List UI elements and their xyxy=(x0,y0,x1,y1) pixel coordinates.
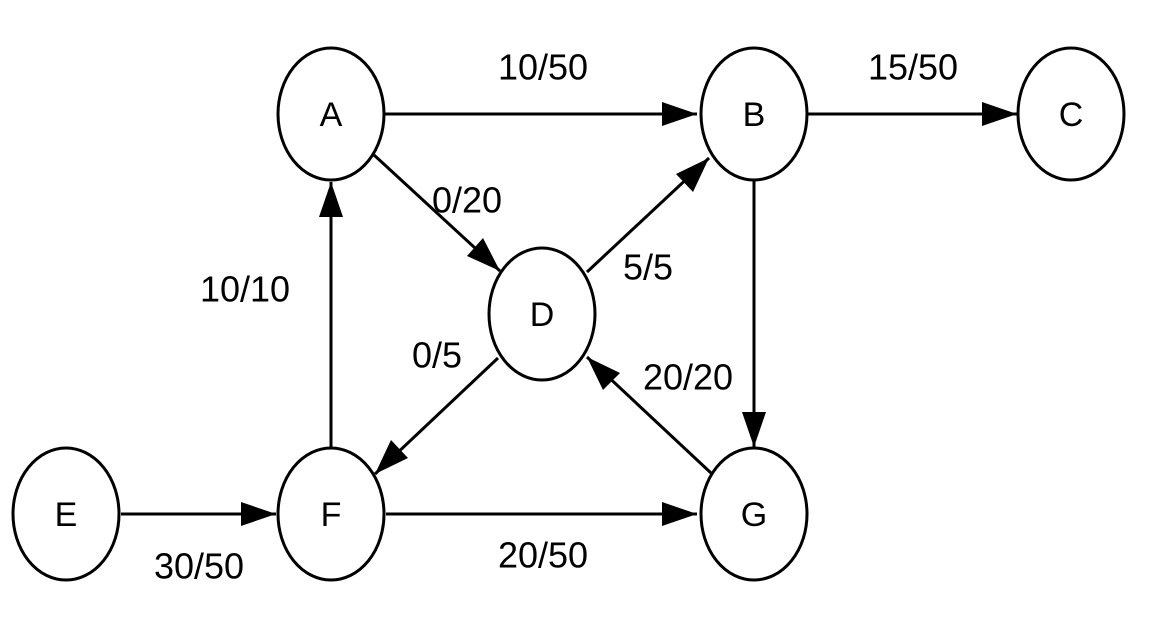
node-g-label: G xyxy=(741,496,767,534)
edge-label-a-to-d: 0/20 xyxy=(432,180,502,221)
node-f-label: F xyxy=(321,496,342,534)
node-d: D xyxy=(487,246,597,382)
arrowhead-b-to-c xyxy=(982,102,1017,126)
node-d-label: D xyxy=(530,296,555,334)
node-g: G xyxy=(699,446,809,582)
edge-label-f-to-g: 20/50 xyxy=(498,535,588,576)
edge-label-g-to-d: 20/20 xyxy=(643,357,733,398)
edge-label-f-to-a: 10/10 xyxy=(200,269,290,310)
arrowhead-f-to-g xyxy=(662,502,697,526)
arrowhead-a-to-b xyxy=(662,102,697,126)
node-c: C xyxy=(1016,46,1126,182)
node-b-label: B xyxy=(743,96,766,134)
arrowhead-d-to-f xyxy=(375,440,408,474)
edge-label-b-to-c: 15/50 xyxy=(868,47,958,88)
arrowhead-e-to-f xyxy=(241,502,276,526)
arrowhead-f-to-a xyxy=(319,182,343,217)
edge-label-d-to-f: 0/5 xyxy=(412,335,462,376)
node-a-label: A xyxy=(320,96,343,134)
edge-label-d-to-b: 5/5 xyxy=(623,247,673,288)
node-b: B xyxy=(699,46,809,182)
node-c-label: C xyxy=(1059,96,1084,134)
node-a: A xyxy=(276,46,386,182)
arrowhead-g-to-d xyxy=(587,357,620,390)
node-f: F xyxy=(276,446,386,582)
arrowhead-d-to-b xyxy=(676,158,709,192)
edge-label-e-to-f: 30/50 xyxy=(154,546,244,587)
arrowhead-a-to-d xyxy=(467,238,500,271)
node-e: E xyxy=(11,446,121,582)
edge-label-a-to-b: 10/50 xyxy=(498,47,588,88)
node-e-label: E xyxy=(55,496,78,534)
arrowhead-b-to-g xyxy=(742,412,766,447)
